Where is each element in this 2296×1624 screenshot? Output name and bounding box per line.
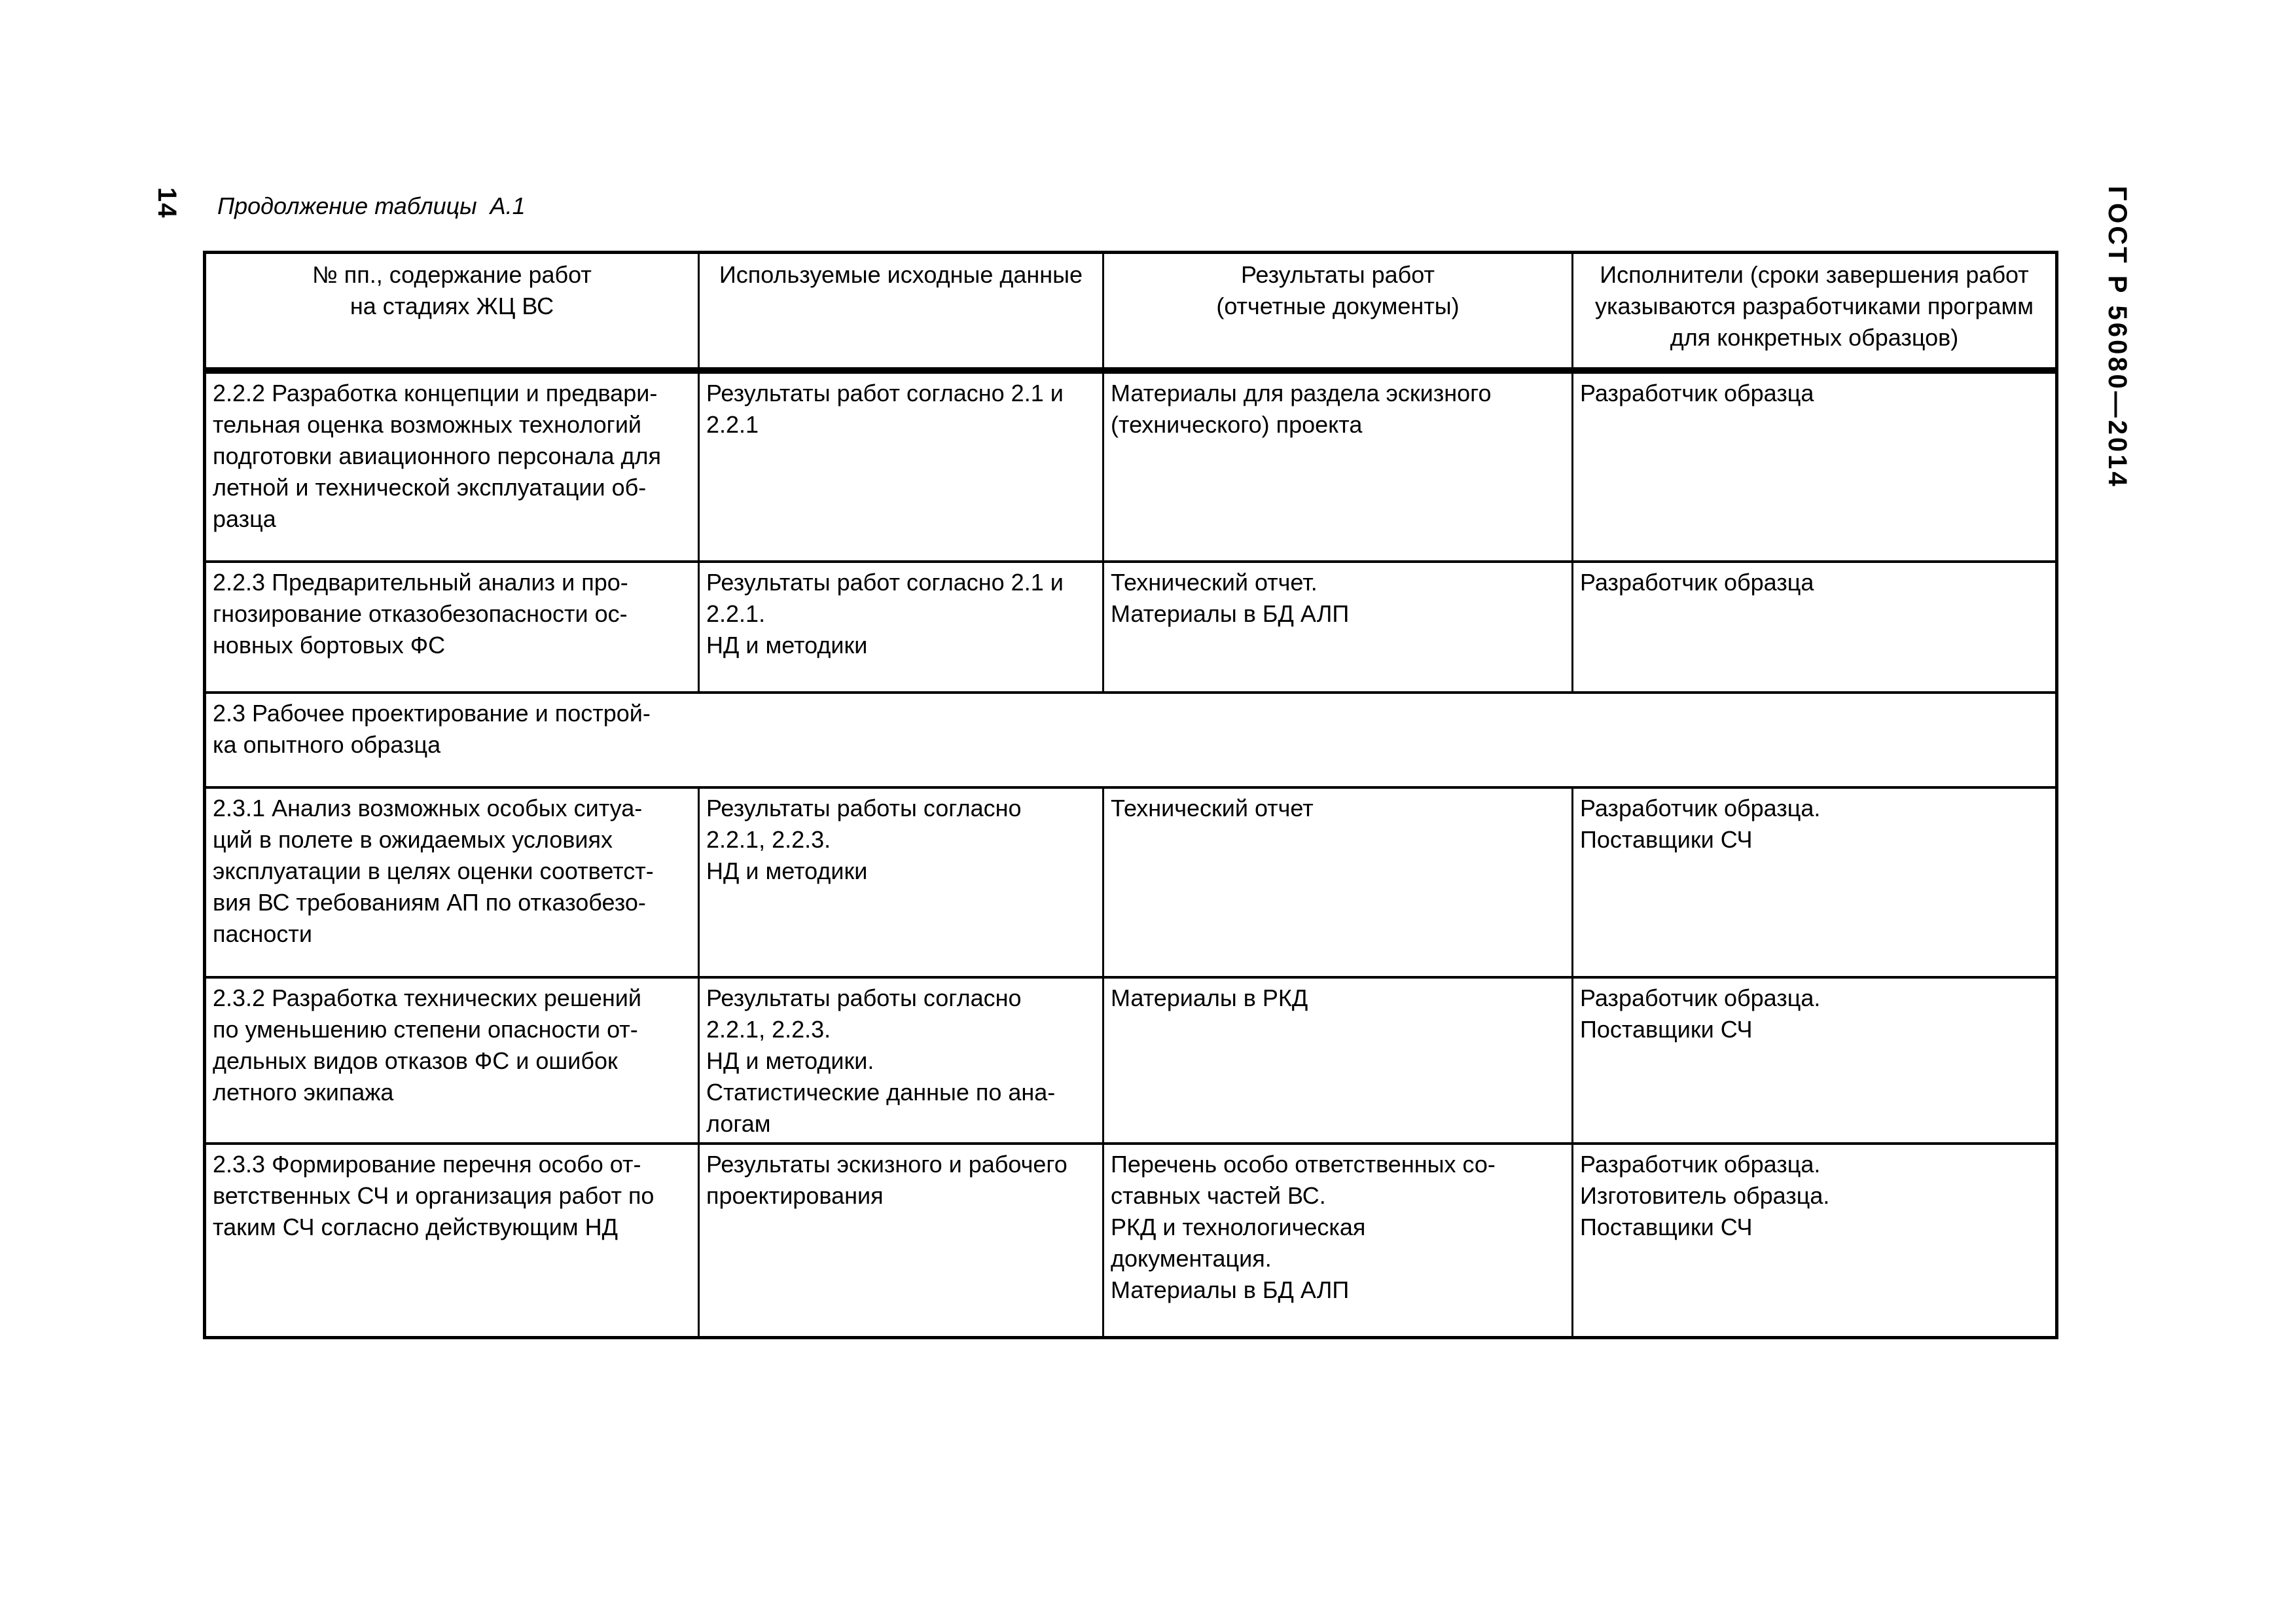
- cell-executors: Разработчик образца. Поставщики СЧ: [1571, 785, 2058, 979]
- cell-input-data: Результаты работ согласно 2.1 и 2.2.1: [698, 369, 1104, 563]
- table-section-row: 2.3 Рабочее проектирование и построй- ка…: [204, 691, 2058, 789]
- cell-input-data: Результаты работы согласно 2.2.1, 2.2.3.…: [698, 975, 1104, 1145]
- cell-input-data: Результаты работы согласно 2.2.1, 2.2.3.…: [698, 785, 1104, 979]
- page-number: 14: [152, 187, 181, 219]
- table-row: 2.3.3 Формирование перечня особо от- вет…: [204, 1142, 2058, 1339]
- cell-section-title: 2.3 Рабочее проектирование и построй- ка…: [204, 691, 2058, 789]
- table-continuation-caption: Продолжение таблицы А.1: [217, 192, 526, 219]
- cell-executors: Разработчик образца. Поставщики СЧ: [1571, 975, 2058, 1145]
- cell-work-content: 2.3.3 Формирование перечня особо от- вет…: [204, 1142, 700, 1339]
- table-row: 2.2.2 Разработка концепции и предвари- т…: [204, 369, 2058, 563]
- header-cell-executors: Исполнители (сроки завершения работ указ…: [1571, 251, 2058, 374]
- table-row: 2.3.2 Разработка технических решений по …: [204, 975, 2058, 1145]
- table-header-row: № пп., содержание работ на стадиях ЖЦ ВС…: [204, 251, 2058, 374]
- cell-results: Технический отчет: [1102, 785, 1573, 979]
- cell-results: Материалы для раздела эскизного (техниче…: [1102, 369, 1573, 563]
- cell-work-content: 2.2.2 Разработка концепции и предвари- т…: [204, 369, 700, 563]
- standard-designation: ГОСТ Р 56080—2014: [2103, 186, 2132, 489]
- cell-results: Перечень особо ответственных со- ставных…: [1102, 1142, 1573, 1339]
- table-row: 2.3.1 Анализ возможных особых ситуа- ций…: [204, 785, 2058, 979]
- table-row: 2.2.3 Предварительный анализ и про- гноз…: [204, 560, 2058, 694]
- cell-executors: Разработчик образца. Изготовитель образц…: [1571, 1142, 2058, 1339]
- cell-input-data: Результаты работ согласно 2.1 и 2.2.1. Н…: [698, 560, 1104, 694]
- header-cell-work-content: № пп., содержание работ на стадиях ЖЦ ВС: [204, 251, 700, 374]
- cell-executors: Разработчик образца: [1571, 560, 2058, 694]
- cell-results: Технический отчет. Материалы в БД АЛП: [1102, 560, 1573, 694]
- header-cell-input-data: Используемые исходные данные: [698, 251, 1104, 374]
- header-cell-results: Результаты работ (отчетные документы): [1102, 251, 1573, 374]
- cell-work-content: 2.3.2 Разработка технических решений по …: [204, 975, 700, 1145]
- cell-input-data: Результаты эскизного и рабочего проектир…: [698, 1142, 1104, 1339]
- cell-work-content: 2.3.1 Анализ возможных особых ситуа- ций…: [204, 785, 700, 979]
- cell-work-content: 2.2.3 Предварительный анализ и про- гноз…: [204, 560, 700, 694]
- cell-executors: Разработчик образца: [1571, 369, 2058, 563]
- table-a1: № пп., содержание работ на стадиях ЖЦ ВС…: [203, 251, 2058, 1339]
- cell-results: Материалы в РКД: [1102, 975, 1573, 1145]
